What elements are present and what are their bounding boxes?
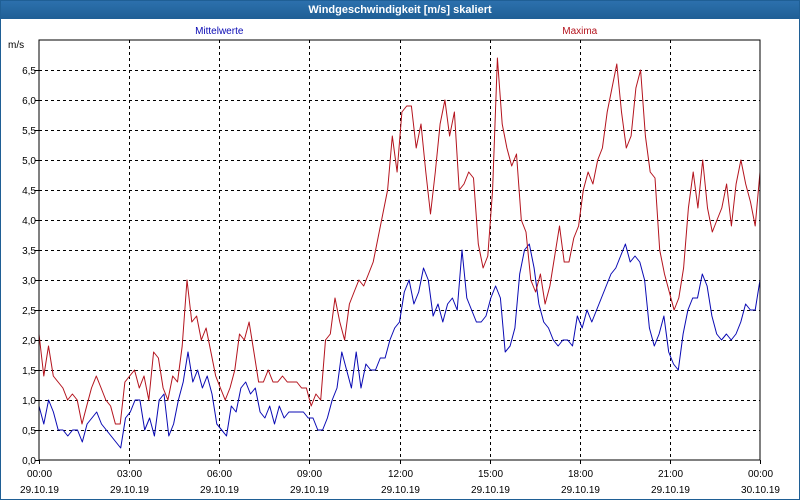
y-tick-label: 6,0 xyxy=(22,96,36,107)
x-tick-date: 29.10.19 xyxy=(20,485,59,496)
y-axis-label: m/s xyxy=(8,40,24,51)
x-tick-date: 29.10.19 xyxy=(200,485,239,496)
x-tick-date: 29.10.19 xyxy=(471,485,510,496)
y-tick-label: 6,5 xyxy=(22,66,36,77)
y-tick-label: 3,0 xyxy=(22,276,36,287)
x-tick-date: 29.10.19 xyxy=(381,485,420,496)
y-tick-label: 3,5 xyxy=(22,246,36,257)
y-tick-label: 4,0 xyxy=(22,216,36,227)
legend-maxima: Maxima xyxy=(562,26,597,37)
x-tick-time: 00:00 xyxy=(748,469,773,480)
series-line-maxima xyxy=(38,57,761,425)
x-tick-date: 29.10.19 xyxy=(290,485,329,496)
y-tick-label: 4,5 xyxy=(22,186,36,197)
x-tick-time: 15:00 xyxy=(478,469,503,480)
x-tick-time: 21:00 xyxy=(658,469,683,480)
x-tick-time: 06:00 xyxy=(207,469,232,480)
y-tick-label: 1,0 xyxy=(22,396,36,407)
x-tick-time: 00:00 xyxy=(27,469,52,480)
x-tick-date: 29.10.19 xyxy=(651,485,690,496)
series-line-mittelwerte xyxy=(38,243,761,449)
x-tick-date: 30.10.19 xyxy=(741,485,780,496)
x-tick-time: 12:00 xyxy=(388,469,413,480)
x-tick-date: 29.10.19 xyxy=(110,485,149,496)
y-tick-label: 1,5 xyxy=(22,366,36,377)
legend-mittelwerte: Mittelwerte xyxy=(195,26,244,37)
x-tick-date: 29.10.19 xyxy=(561,485,600,496)
x-tick-time: 03:00 xyxy=(117,469,142,480)
y-tick-label: 2,0 xyxy=(22,336,36,347)
x-tick-time: 18:00 xyxy=(568,469,593,480)
y-tick-label: 5,0 xyxy=(22,156,36,167)
y-tick-label: 2,5 xyxy=(22,306,36,317)
x-tick-time: 09:00 xyxy=(297,469,322,480)
window-title: Windgeschwindigkeit [m/s] skaliert xyxy=(1,1,799,19)
y-tick-label: 0,5 xyxy=(22,426,36,437)
y-tick-label: 5,5 xyxy=(22,126,36,137)
y-tick-label: 0,0 xyxy=(22,456,36,467)
